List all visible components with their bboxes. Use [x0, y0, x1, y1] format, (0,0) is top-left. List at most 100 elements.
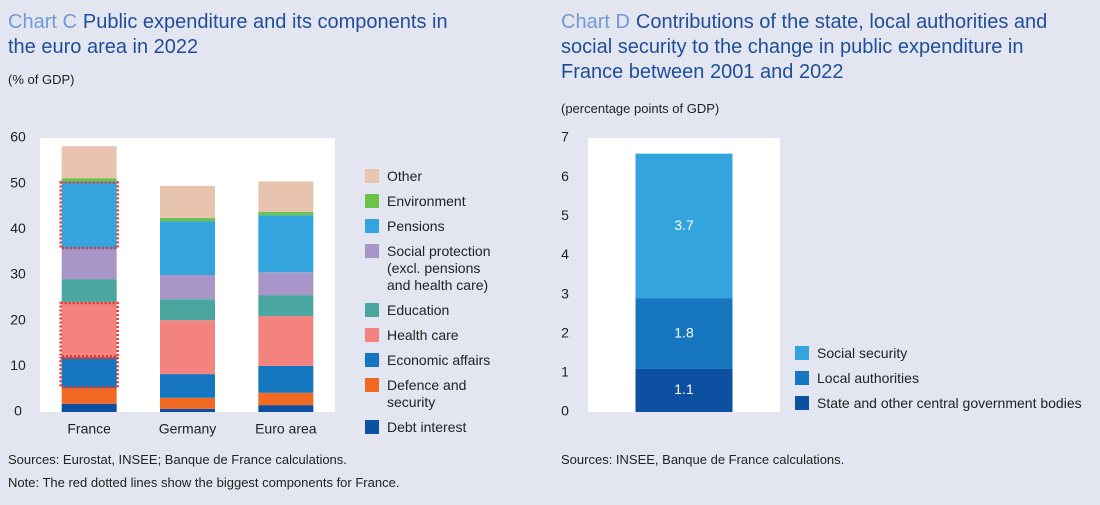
- legend: Social security Local authorities State an…: [795, 345, 1082, 420]
- chart-title: Chart C Public expenditure and its compon…: [8, 10, 448, 60]
- title-text: Public expenditure and its components in…: [8, 11, 448, 58]
- legend-swatch: [795, 371, 809, 385]
- y-tick-label: 30: [10, 266, 26, 282]
- highlight-box: [59, 301, 119, 358]
- x-tick-label: Euro area: [255, 421, 317, 437]
- bar-segment: [258, 365, 314, 393]
- y-tick-label: 6: [561, 168, 569, 184]
- bar-segment: [61, 279, 117, 302]
- bar-segment: [61, 181, 117, 249]
- legend-swatch: [365, 303, 379, 317]
- legend-swatch: [795, 396, 809, 410]
- y-tick-label: 1: [561, 364, 569, 380]
- bar-segment: [160, 217, 215, 222]
- bar-segment: [160, 275, 215, 300]
- subtitle: (percentage points of GDP): [561, 101, 720, 116]
- bar-segment: [160, 374, 215, 398]
- legend-item: Education: [365, 302, 505, 319]
- title-text: Contributions of the state, local author…: [561, 11, 1048, 83]
- bar-segment: [635, 298, 733, 369]
- data-label: 1.1: [674, 381, 694, 397]
- bar-segment: [258, 392, 314, 406]
- bar-segment: [258, 316, 314, 366]
- legend-swatch: [365, 219, 379, 233]
- sources: Sources: INSEE, Banque de France calcula…: [561, 452, 845, 467]
- bar-segment: [61, 248, 117, 280]
- x-tick-label: France: [67, 421, 111, 437]
- bar-segment: [160, 320, 215, 375]
- y-tick-label: 4: [561, 246, 569, 262]
- legend-item: Debt interest: [365, 419, 505, 436]
- bar-segment: [258, 181, 314, 212]
- legend-item: Social security: [795, 345, 1082, 362]
- bar-segment: [160, 397, 215, 409]
- legend-label: Social protection (excl. pensions and he…: [387, 243, 491, 293]
- legend-swatch: [365, 244, 379, 258]
- bar-segment: [160, 299, 215, 321]
- data-label: 3.7: [674, 217, 694, 233]
- bar-segment: [258, 215, 314, 273]
- y-tick-label: 3: [561, 285, 569, 301]
- legend-swatch: [365, 353, 379, 367]
- bar-segment: [61, 146, 117, 179]
- legend-item: State and other central government bodie…: [795, 395, 1082, 412]
- legend-label: Pensions: [387, 218, 445, 234]
- chart-title: Chart D Contributions of the state, local…: [561, 10, 1061, 85]
- y-tick-label: 2: [561, 324, 569, 340]
- legend-label: Education: [387, 302, 450, 318]
- legend-label: Health care: [387, 327, 459, 343]
- chart-label: Chart D: [561, 11, 630, 33]
- highlight-box: [59, 356, 119, 389]
- bar-segment: [61, 178, 117, 182]
- legend-swatch: [365, 328, 379, 342]
- legend-label: Environment: [387, 193, 466, 209]
- bar-segment: [258, 295, 314, 317]
- y-tick-label: 60: [10, 129, 26, 145]
- legend-label: Economic affairs: [387, 352, 491, 368]
- legend-item: Other: [365, 168, 505, 185]
- legend-item: Pensions: [365, 218, 505, 235]
- legend-item: Environment: [365, 193, 505, 210]
- bar-segment: [61, 388, 117, 404]
- y-tick-label: 40: [10, 220, 26, 236]
- bar-segment: [258, 211, 314, 216]
- y-tick-label: 0: [561, 403, 569, 419]
- legend-label: State and other central government bodie…: [817, 395, 1082, 411]
- y-tick-label: 20: [10, 311, 26, 327]
- bar-segment: [61, 301, 117, 358]
- y-tick-label: 7: [561, 129, 569, 145]
- bar-segment: [61, 357, 117, 389]
- legend: Other Environment Pensions Social protectio…: [365, 168, 505, 444]
- bar-segment: [61, 403, 117, 412]
- data-label: 1.8: [674, 324, 694, 340]
- legend-item: Economic affairs: [365, 352, 505, 369]
- legend-item: Defence and security: [365, 377, 505, 411]
- legend-label: Defence and security: [387, 377, 467, 410]
- legend-label: Other: [387, 168, 423, 184]
- subtitle: (% of GDP): [8, 72, 75, 87]
- y-tick-label: 0: [14, 403, 22, 419]
- bar-segment: [160, 408, 215, 412]
- y-tick-label: 10: [10, 357, 26, 373]
- legend-item: Social protection (excl. pensions and he…: [365, 243, 505, 294]
- legend-swatch: [795, 346, 809, 360]
- legend-swatch: [365, 194, 379, 208]
- bar-segment: [160, 221, 215, 275]
- legend-label: Local authorities: [817, 370, 919, 386]
- bar-segment: [635, 368, 733, 412]
- note: Note: The red dotted lines show the bigg…: [8, 475, 400, 490]
- bar-segment: [635, 153, 733, 299]
- y-tick-label: 5: [561, 207, 569, 223]
- legend-label: Social security: [817, 345, 908, 361]
- y-tick-label: 50: [10, 174, 26, 190]
- legend-label: Debt interest: [387, 419, 467, 435]
- legend-swatch: [365, 378, 379, 392]
- legend-swatch: [365, 420, 379, 434]
- x-tick-label: Germany: [159, 421, 217, 437]
- bar-segment: [258, 272, 314, 296]
- highlight-box: [59, 181, 119, 250]
- sources: Sources: Eurostat, INSEE; Banque de Fran…: [8, 452, 347, 467]
- bar-segment: [160, 185, 215, 218]
